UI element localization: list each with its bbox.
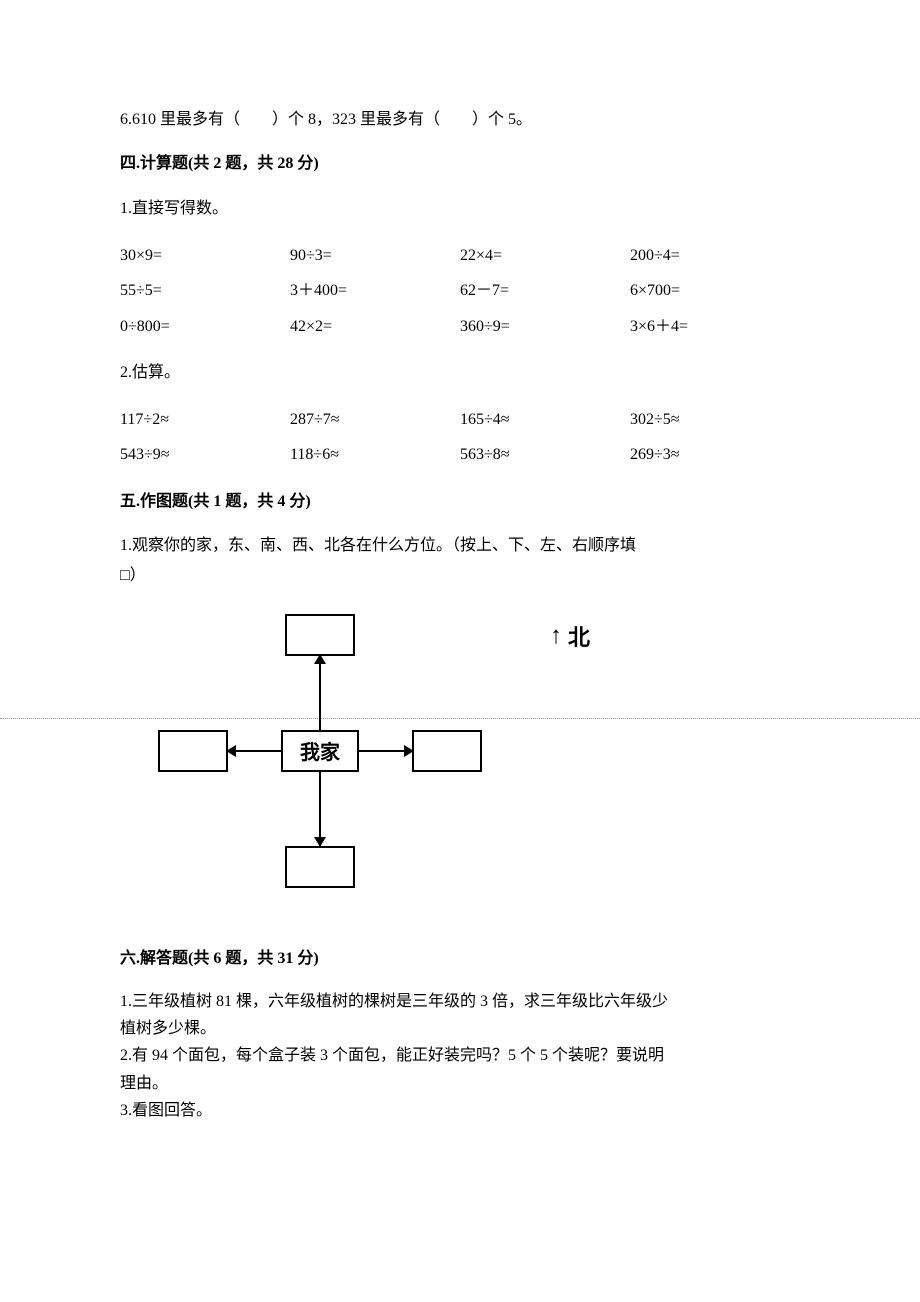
calc-cell: 42×2= [290,309,460,344]
est-cell: 117÷2≈ [120,402,290,437]
connector [319,772,321,846]
est-cell: 302÷5≈ [630,402,800,437]
arrow-up-icon: ↑ [550,624,562,648]
section-6-heading: 六.解答题(共 6 题，共 31 分) [120,944,800,974]
calc-cell: 3＋400= [290,273,460,308]
calc-row: 55÷5= 3＋400= 62－7= 6×700= [120,273,800,308]
calc-cell: 360÷9= [460,309,630,344]
box-bottom [285,846,355,888]
box-left [158,730,228,772]
question-3-6: 6.610 里最多有（ ）个 8，323 里最多有（ ）个 5。 [120,105,800,135]
section-6-item: 2.有 94 个面包，每个盒子装 3 个面包，能正好装完吗？5 个 5 个装呢？… [120,1042,800,1069]
north-indicator: ↑ 北 [550,620,590,652]
section-5-q1-text: 1.观察你的家，东、南、西、北各在什么方位。（按上、下、左、右顺序填 [120,531,800,561]
center-label: 我家 [300,736,340,765]
section-6-item: 植树多少棵。 [120,1015,800,1042]
est-cell: 543÷9≈ [120,437,290,472]
arrowhead-icon [314,654,326,664]
calc-cell: 22×4= [460,238,630,273]
est-cell: 287÷7≈ [290,402,460,437]
est-row: 117÷2≈ 287÷7≈ 165÷4≈ 302÷5≈ [120,402,800,437]
section-4-q1-label: 1.直接写得数。 [120,194,800,224]
section-6-item: 理由。 [120,1070,800,1097]
arrowhead-icon [404,745,414,757]
box-top [285,614,355,656]
calc-cell: 6×700= [630,273,800,308]
box-center: 我家 [281,730,359,772]
section-6-item: 1.三年级植树 81 棵，六年级植树的棵树是三年级的 3 倍，求三年级比六年级少 [120,988,800,1015]
est-cell: 269÷3≈ [630,437,800,472]
est-cell: 563÷8≈ [460,437,630,472]
calc-cell: 55÷5= [120,273,290,308]
section-4-heading: 四.计算题(共 2 题，共 28 分) [120,149,800,179]
est-row: 543÷9≈ 118÷6≈ 563÷8≈ 269÷3≈ [120,437,800,472]
arrowhead-icon [314,837,326,847]
section-5-heading: 五.作图题(共 1 题，共 4 分) [120,487,800,517]
section-5-q1-cont: □） [120,561,800,591]
north-label: 北 [568,620,590,652]
est-cell: 165÷4≈ [460,402,630,437]
direction-diagram-svg: 我家 [140,610,500,900]
calc-row: 30×9= 90÷3= 22×4= 200÷4= [120,238,800,273]
direction-diagram: ↑ 北 我家 [120,610,800,920]
section-4-q2-label: 2.估算。 [120,358,800,388]
est-cell: 118÷6≈ [290,437,460,472]
calc-cell: 0÷800= [120,309,290,344]
calc-cell: 200÷4= [630,238,800,273]
calc-cell: 3×6＋4= [630,309,800,344]
calc-row: 0÷800= 42×2= 360÷9= 3×6＋4= [120,309,800,344]
arrowhead-icon [226,745,236,757]
connector [319,656,321,730]
calc-cell: 90÷3= [290,238,460,273]
calc-cell: 30×9= [120,238,290,273]
box-right [412,730,482,772]
section-6-item: 3.看图回答。 [120,1097,800,1124]
calc-cell: 62－7= [460,273,630,308]
